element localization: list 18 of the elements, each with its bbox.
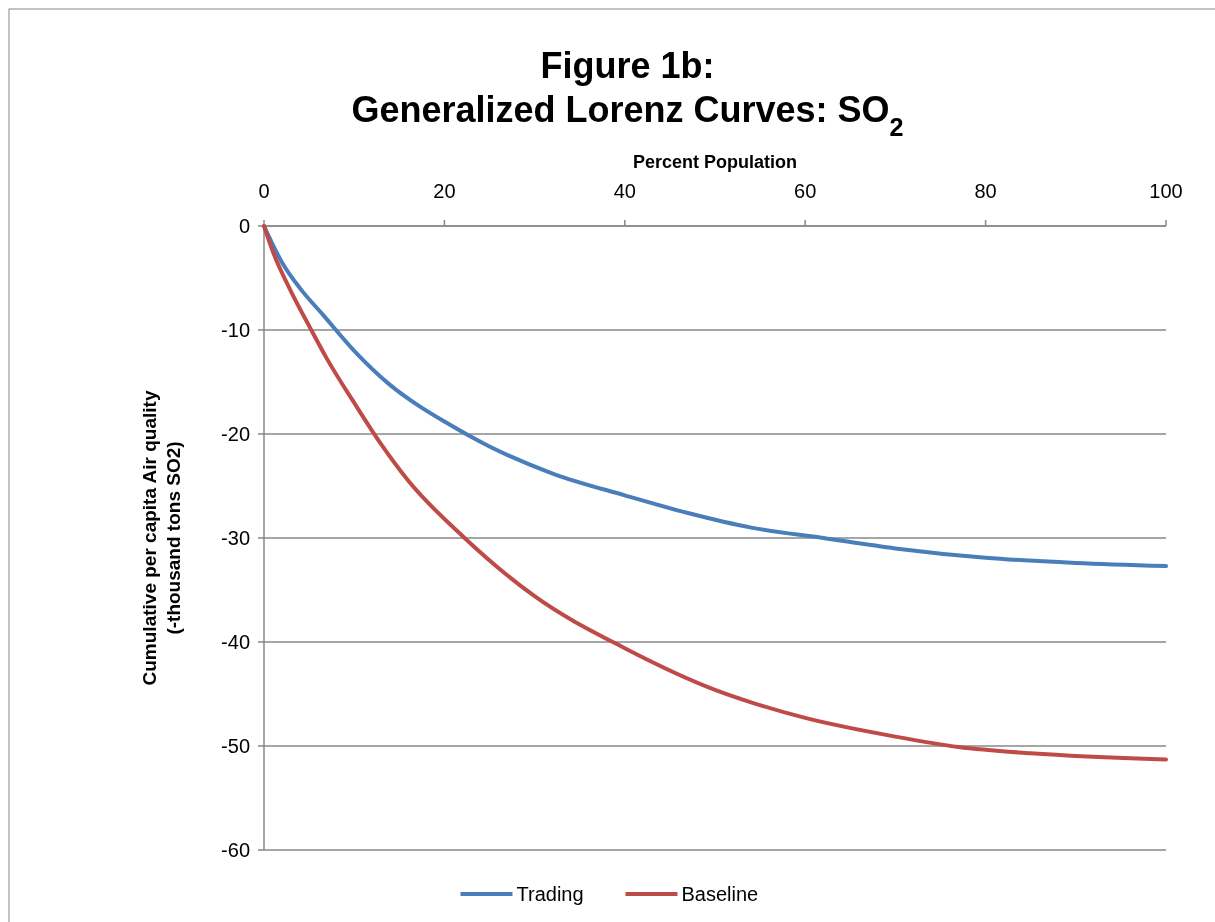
legend-label: Trading — [516, 883, 584, 905]
y-tick-label: -60 — [221, 839, 250, 861]
x-tick-label: 40 — [613, 180, 636, 202]
x-tick-label: 80 — [974, 180, 997, 202]
y-tick-label: -10 — [221, 319, 250, 341]
y-tick-label: -20 — [221, 423, 250, 445]
y-tick-label: 0 — [238, 215, 250, 237]
x-tick-label: 100 — [1149, 180, 1183, 202]
x-tick-label: 20 — [433, 180, 456, 202]
x-tick-label: 60 — [794, 180, 817, 202]
y-tick-label: -50 — [221, 735, 250, 757]
y-tick-label: -40 — [221, 631, 250, 653]
y-axis-title: Cumulative per capita Air quality (-thousand tons SO2) — [139, 390, 184, 686]
legend-label: Baseline — [681, 883, 759, 905]
y-tick-label: -30 — [221, 527, 250, 549]
x-tick-label: 0 — [258, 180, 270, 202]
x-axis-title: Percent Population — [632, 152, 798, 172]
chart-title: Figure 1b: Generalized Lorenz Curves: SO$_{2}$ — [351, 45, 904, 141]
